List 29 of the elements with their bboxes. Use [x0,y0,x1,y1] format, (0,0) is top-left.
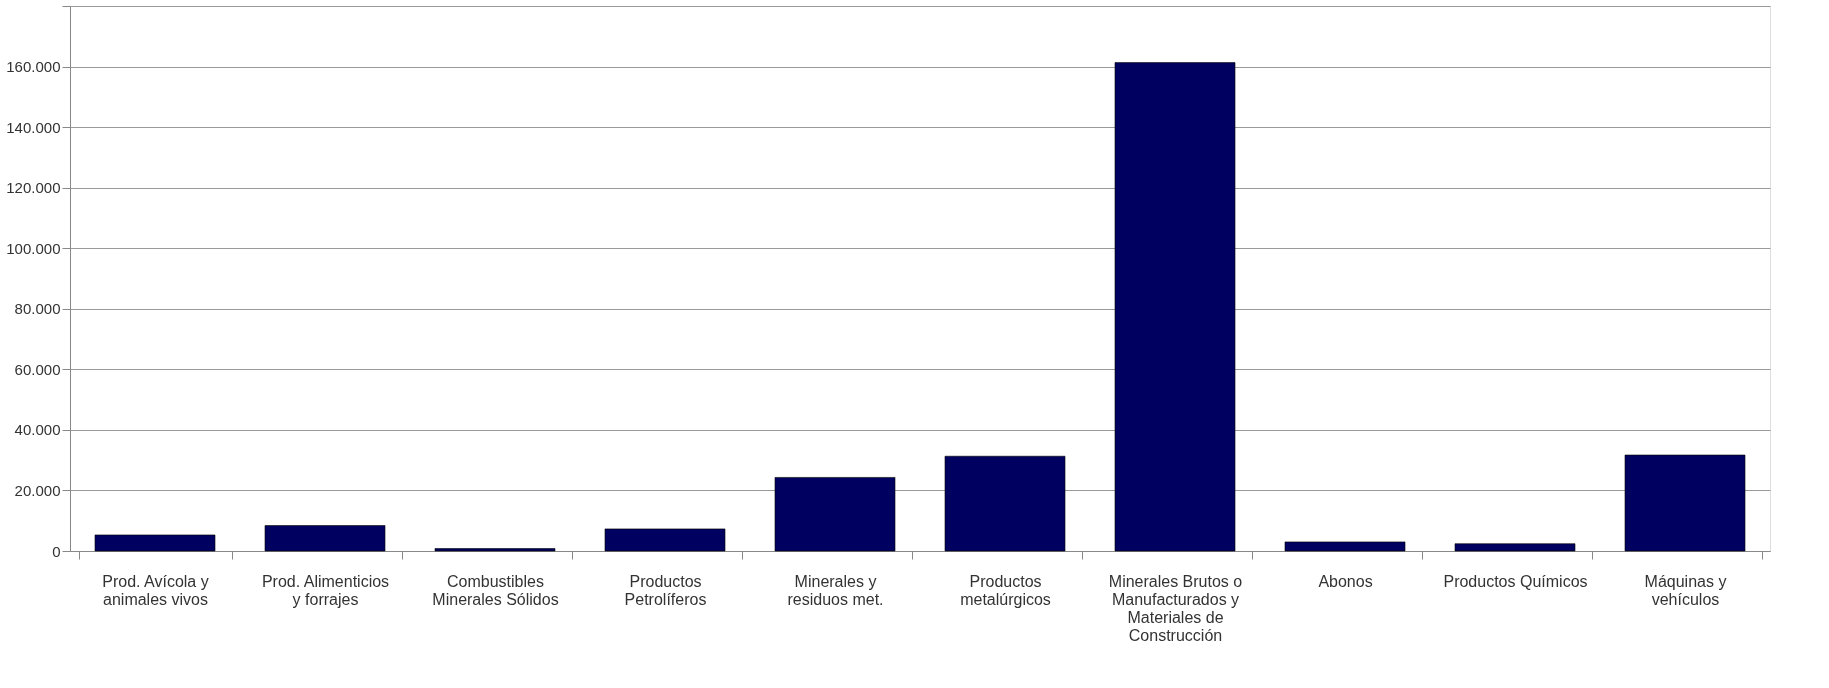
bar [434,548,556,552]
y-tick-label: 20.000 [14,481,61,499]
x-tick-label: Prod. Avícola y animales vivos [102,572,209,608]
x-tick-label: Combustibles Minerales Sólidos [432,572,559,608]
y-tick-label: 0 [52,542,61,560]
x-tick-label: Máquinas y vehículos [1644,572,1727,608]
bar [94,534,216,552]
x-tick-label: Productos Químicos [1443,572,1588,590]
x-tick-label: Abonos [1318,572,1373,590]
y-tick-label: 140.000 [6,118,61,136]
bar [1454,543,1576,552]
y-tick-label: 100.000 [6,239,61,257]
bar [1114,62,1236,552]
y-tick-label: 40.000 [14,421,61,439]
bar [604,528,726,552]
x-tick-label: Productos metalúrgicos [960,572,1051,608]
x-tick-label: Prod. Alimenticios y forrajes [261,572,390,608]
y-tick-label: 60.000 [14,360,61,378]
bar [264,525,386,552]
y-tick-label: 160.000 [6,58,61,76]
bar [1624,454,1746,552]
x-tick-label: Minerales y residuos met. [787,572,884,608]
bar [944,455,1066,552]
y-tick-label: 80.000 [14,300,61,318]
bar [1284,541,1406,552]
x-tick-label: Minerales Brutos o Manufacturados y Materiales de Construcción [1108,572,1243,644]
y-tick-label: 120.000 [6,179,61,197]
x-tick-label: Productos Petrolíferos [624,572,707,608]
bar [774,477,896,552]
